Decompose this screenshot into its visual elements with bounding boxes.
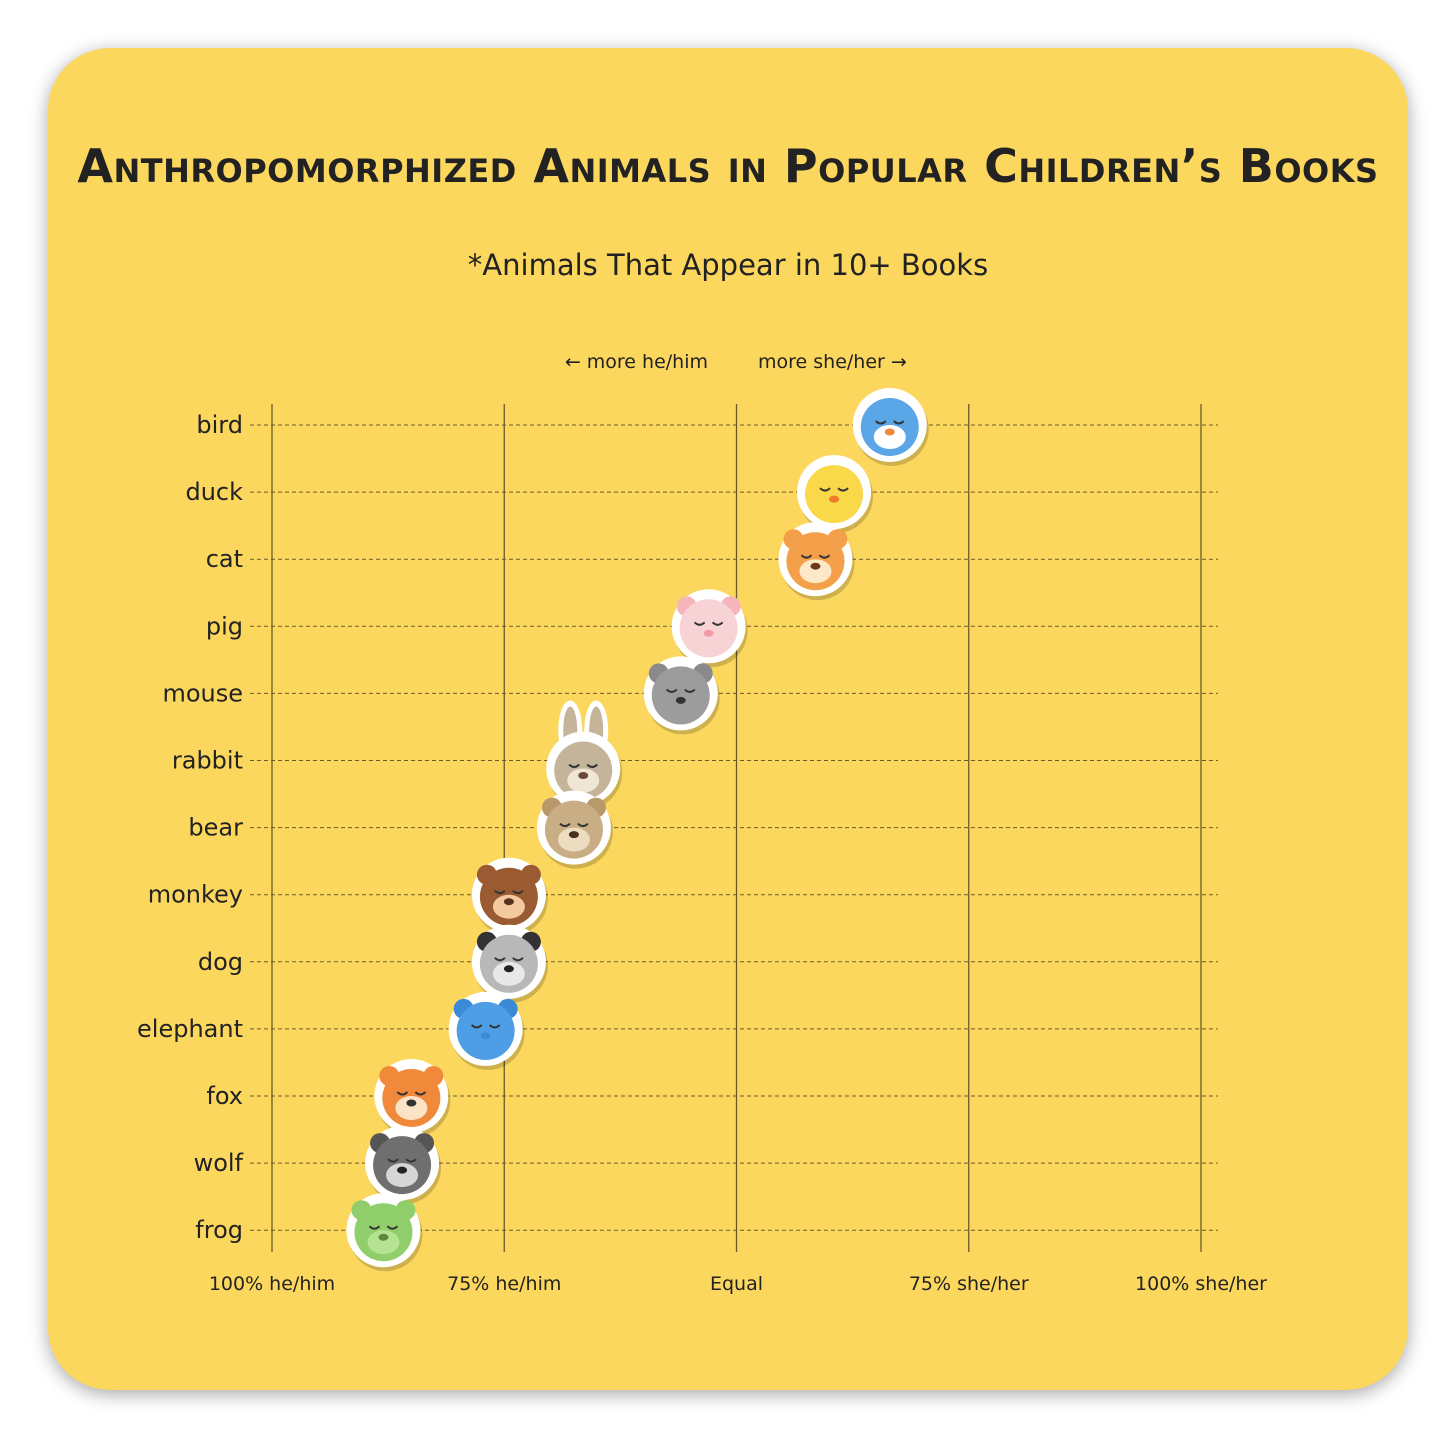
row-label-mouse: mouse: [162, 679, 243, 707]
row-label-elephant: elephant: [137, 1015, 243, 1043]
bear-icon: [536, 790, 613, 869]
x-tick-label: 75% she/her: [909, 1273, 1029, 1295]
row-label-monkey: monkey: [148, 881, 243, 909]
row-label-bird: bird: [196, 411, 243, 439]
row-label-frog: frog: [195, 1216, 243, 1244]
x-tick-label: 100% she/her: [1135, 1273, 1267, 1295]
row-label-bear: bear: [188, 814, 243, 842]
mouse-icon: [643, 656, 720, 735]
x-tick-label: 75% he/him: [447, 1273, 561, 1295]
x-tick-label: Equal: [710, 1273, 763, 1295]
cat-icon: [778, 522, 855, 601]
dog-icon: [471, 924, 548, 1003]
row-label-dog: dog: [198, 948, 243, 976]
elephant-icon: [448, 991, 525, 1070]
direction-label-he: ← more he/him: [565, 351, 708, 373]
duck-icon: [797, 455, 874, 534]
pig-icon: [671, 589, 748, 668]
frog-icon: [346, 1193, 423, 1272]
monkey-icon: [471, 857, 548, 936]
wolf-icon: [365, 1126, 442, 1205]
chart-title: Anthropomorphized Animals in Popular Chi…: [77, 139, 1379, 193]
row-label-wolf: wolf: [194, 1149, 244, 1177]
chart-subtitle: *Animals That Appear in 10+ Books: [467, 248, 989, 282]
row-label-duck: duck: [185, 478, 243, 506]
rabbit-icon: [546, 700, 623, 810]
direction-label-she: more she/her →: [758, 351, 907, 373]
row-label-cat: cat: [206, 545, 243, 573]
fox-icon: [374, 1059, 451, 1137]
row-label-rabbit: rabbit: [172, 747, 243, 775]
chart-card: [48, 48, 1408, 1390]
bird-icon: [852, 388, 929, 466]
x-tick-label: 100% he/him: [209, 1273, 335, 1295]
row-label-fox: fox: [206, 1082, 243, 1110]
row-label-pig: pig: [206, 612, 243, 640]
